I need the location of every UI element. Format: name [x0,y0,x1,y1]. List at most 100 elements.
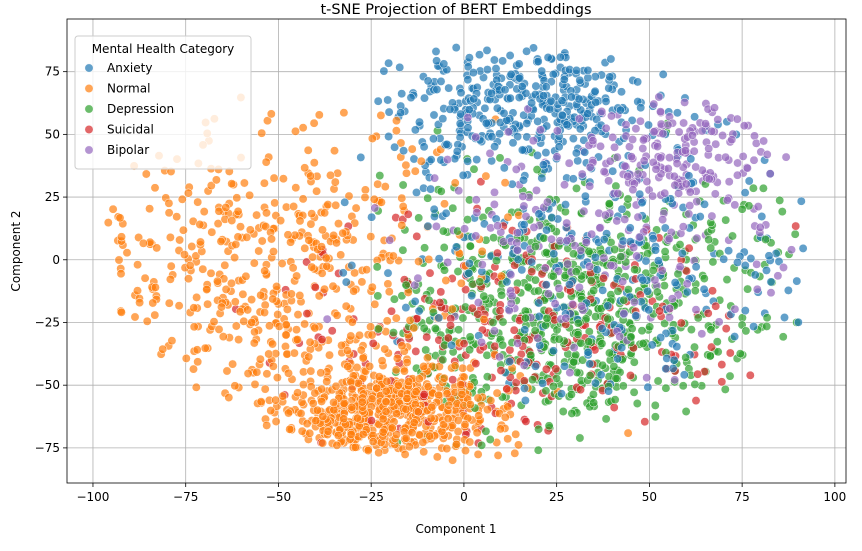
point-normal [271,395,281,405]
point-bipolar [638,144,648,153]
point-anxiety [597,324,607,334]
point-normal [456,380,466,390]
point-normal [424,254,434,264]
point-normal [297,426,307,436]
point-anxiety [534,312,544,321]
point-bipolar [721,152,731,162]
point-normal [472,428,482,438]
point-anxiety [441,208,451,218]
point-normal [282,304,292,314]
point-depression [498,317,508,327]
point-normal [135,298,145,308]
point-normal [344,191,354,201]
point-bipolar [667,294,677,304]
point-suicidal [521,416,531,426]
point-normal [295,291,305,300]
point-anxiety [451,242,461,252]
point-normal [243,369,253,378]
point-anxiety [517,145,527,155]
point-normal [265,321,274,331]
point-bipolar [684,209,694,219]
point-normal [133,286,142,296]
legend-title: Mental Health Category [92,42,235,56]
y-tick-label: −75 [35,441,60,455]
point-normal [365,361,375,371]
point-suicidal [411,346,421,356]
point-normal [388,251,398,261]
point-normal [331,381,341,391]
point-normal [473,449,483,459]
point-depression [539,233,549,243]
point-anxiety [534,298,544,308]
point-anxiety [583,73,593,83]
point-normal [341,301,351,311]
point-bipolar [495,352,505,362]
point-depression [678,381,688,391]
point-bipolar [605,156,615,166]
point-bipolar [635,116,645,126]
point-normal [252,367,262,377]
point-anxiety [679,370,689,380]
point-bipolar [657,266,667,275]
point-suicidal [435,298,445,308]
point-anxiety [730,332,740,342]
point-normal [456,278,466,288]
chart-title: t-SNE Projection of BERT Embeddings [320,2,591,18]
point-normal [278,391,288,401]
point-suicidal [711,301,721,311]
point-anxiety [426,184,436,194]
point-bipolar [665,153,674,163]
point-depression [737,204,747,214]
point-anxiety [434,254,444,264]
point-anxiety [592,265,602,275]
point-anxiety [373,96,383,106]
point-normal [141,169,151,179]
point-normal [234,335,244,345]
point-normal [374,372,384,382]
point-depression [610,245,620,254]
point-normal [148,298,158,308]
point-normal [276,216,286,226]
point-normal [414,374,424,384]
point-anxiety [644,120,653,130]
point-suicidal [476,177,486,187]
point-anxiety [464,268,474,278]
point-normal [196,237,205,247]
point-normal [444,400,454,410]
point-bipolar [759,136,769,146]
point-bipolar [511,164,521,174]
point-bipolar [471,231,481,241]
point-depression [597,339,607,349]
point-normal [459,372,469,382]
point-depression [541,248,551,258]
point-normal [267,234,276,244]
point-bipolar [597,107,607,116]
point-anxiety [487,88,496,98]
point-normal [441,276,451,285]
point-bipolar [600,210,610,220]
point-depression [495,153,505,163]
point-bipolar [543,289,553,299]
point-depression [690,342,699,352]
point-bipolar [489,326,499,336]
point-anxiety [458,170,468,180]
point-anxiety [390,142,400,152]
point-anxiety [531,361,540,371]
point-suicidal [640,417,650,427]
point-normal [514,440,523,450]
point-normal [181,353,191,363]
point-normal [293,388,303,398]
point-bipolar [733,158,743,168]
point-anxiety [750,270,760,280]
point-depression [438,226,448,236]
point-normal [260,308,269,317]
legend-label-bipolar: Bipolar [107,143,149,157]
point-bipolar [477,337,486,347]
point-suicidal [519,376,529,386]
point-anxiety [559,75,569,85]
point-normal [457,389,467,399]
point-anxiety [599,235,609,244]
point-depression [544,421,554,431]
point-anxiety [608,166,618,176]
point-depression [681,407,691,416]
